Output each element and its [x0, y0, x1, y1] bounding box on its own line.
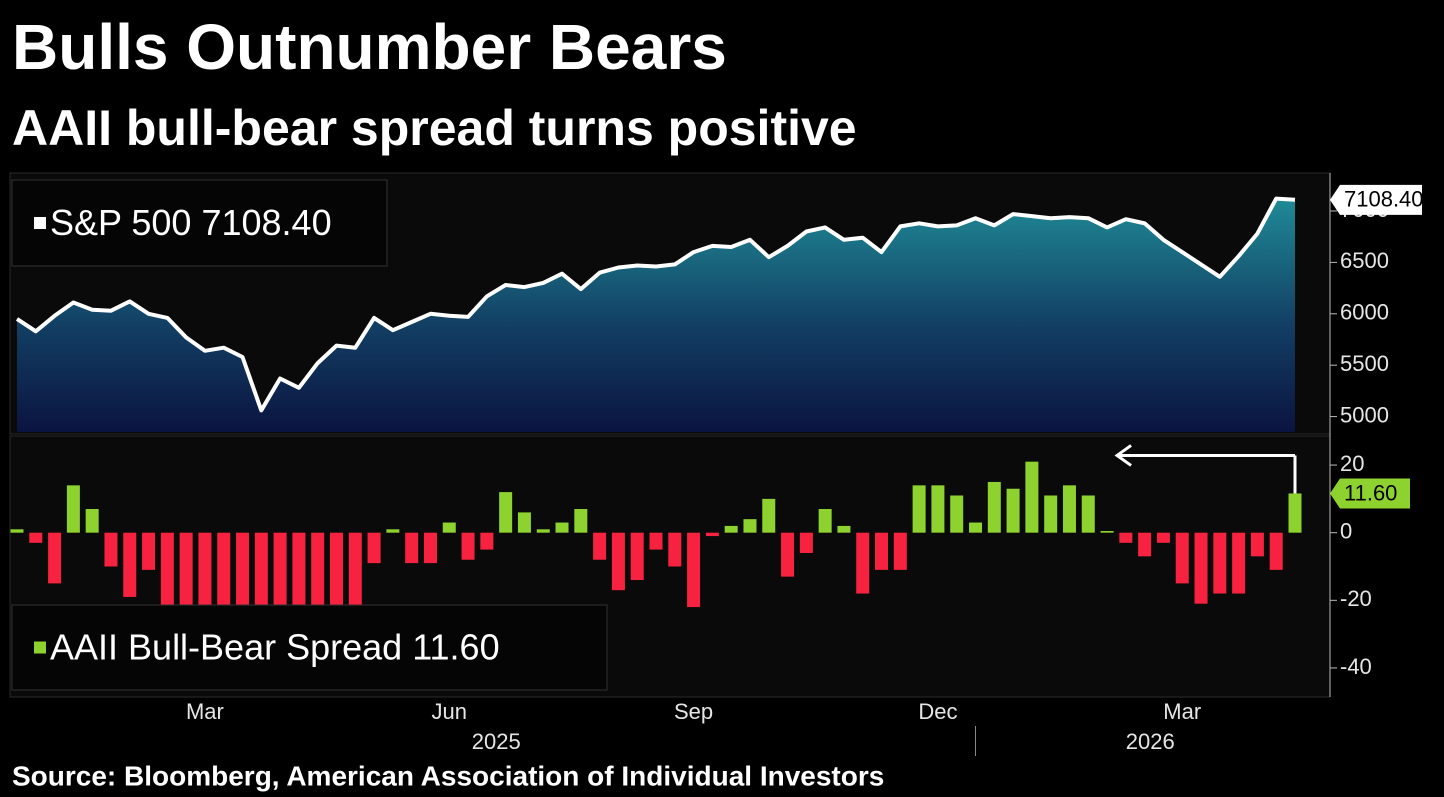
bar	[1025, 461, 1039, 533]
y-tick-label: -20	[1340, 586, 1372, 611]
x-tick-label: Sep	[674, 699, 713, 724]
bar	[668, 532, 682, 567]
legend-swatch	[34, 641, 46, 654]
bar	[875, 532, 889, 570]
legend-name: S&P 500	[50, 202, 191, 243]
bar	[1006, 488, 1020, 533]
bar	[1194, 532, 1208, 604]
legend-box	[11, 179, 388, 267]
x-tick-label: Dec	[918, 699, 957, 724]
bar	[837, 525, 851, 533]
bar	[818, 509, 832, 533]
value-tag-label: 7108.40	[1344, 187, 1424, 212]
bar	[630, 532, 644, 581]
bar	[48, 532, 62, 584]
bar	[781, 532, 795, 577]
legend-value: 7108.40	[201, 202, 331, 243]
bar	[987, 481, 1001, 533]
bar	[367, 532, 381, 564]
bar	[912, 485, 926, 533]
bar	[536, 529, 550, 533]
legend-name: AAII Bull-Bear Spread	[50, 626, 402, 667]
bar	[104, 532, 118, 567]
x-tick-label: Jun	[432, 699, 467, 724]
line	[15, 196, 1296, 413]
bar	[743, 519, 757, 533]
chart-subtitle: AAII bull-bear spread turns positive	[12, 100, 857, 156]
bar	[1269, 532, 1283, 570]
bar	[348, 532, 362, 608]
bar	[1250, 532, 1264, 557]
source: Source: Bloomberg, American Association …	[12, 760, 884, 791]
bar	[705, 532, 719, 537]
y-tick-label: 5500	[1340, 351, 1389, 376]
bar	[687, 532, 701, 608]
bar	[442, 522, 456, 533]
y-tick-label: 5000	[1340, 402, 1389, 427]
legend-label: AAII Bull-Bear Spread 11.60	[50, 626, 500, 667]
bar	[1081, 495, 1095, 533]
bar	[593, 532, 607, 560]
bar	[66, 485, 80, 533]
bar	[480, 532, 494, 550]
bar	[85, 509, 99, 533]
bar	[142, 532, 156, 570]
bar	[386, 529, 400, 533]
y-tick-label: 6000	[1340, 300, 1389, 325]
y-tick-label: 6500	[1340, 248, 1389, 273]
bar	[1119, 532, 1133, 543]
bar	[856, 532, 870, 594]
bar	[969, 522, 982, 533]
bar	[1232, 532, 1246, 594]
value-tag	[1330, 184, 1422, 215]
bar	[950, 495, 964, 533]
area	[17, 198, 1295, 432]
value-tag	[1330, 478, 1410, 509]
bar	[893, 532, 907, 570]
chart-title: Bulls Outnumber Bears	[12, 11, 727, 83]
bar	[931, 485, 945, 533]
year-label: 2026	[1126, 729, 1175, 754]
x-tick-label: Mar	[186, 699, 224, 724]
bar	[611, 532, 625, 591]
value-tag-label: 11.60	[1344, 480, 1397, 505]
bar	[1062, 485, 1076, 533]
bar	[799, 532, 813, 553]
legend-swatch	[34, 217, 46, 229]
arrow-head	[1114, 444, 1132, 467]
bar	[405, 532, 419, 564]
bar	[649, 532, 663, 550]
bar	[10, 529, 24, 533]
bar	[29, 532, 43, 543]
bar	[1213, 532, 1227, 594]
bar	[461, 532, 475, 560]
legend-value: 11.60	[412, 626, 499, 667]
bar	[1175, 532, 1189, 584]
bar	[423, 532, 437, 564]
y-tick-label: -40	[1340, 654, 1372, 679]
bar	[123, 532, 137, 597]
x-tick-label: Mar	[1163, 699, 1201, 724]
bar	[574, 509, 588, 533]
bar	[762, 498, 776, 533]
bar	[1288, 493, 1302, 533]
bar	[1044, 495, 1058, 533]
bar	[499, 492, 513, 533]
year-label: 2025	[472, 729, 521, 754]
bar	[236, 532, 250, 618]
y-tick-label: 0	[1340, 518, 1352, 543]
legend-label: S&P 500 7108.40	[50, 202, 332, 243]
bar	[1138, 532, 1152, 557]
bar	[724, 525, 738, 533]
bar	[1156, 532, 1170, 543]
bar	[1100, 530, 1114, 533]
y-tick-label: 20	[1340, 451, 1364, 476]
legend-box	[11, 604, 608, 691]
bar	[555, 522, 569, 533]
bar	[517, 512, 531, 533]
